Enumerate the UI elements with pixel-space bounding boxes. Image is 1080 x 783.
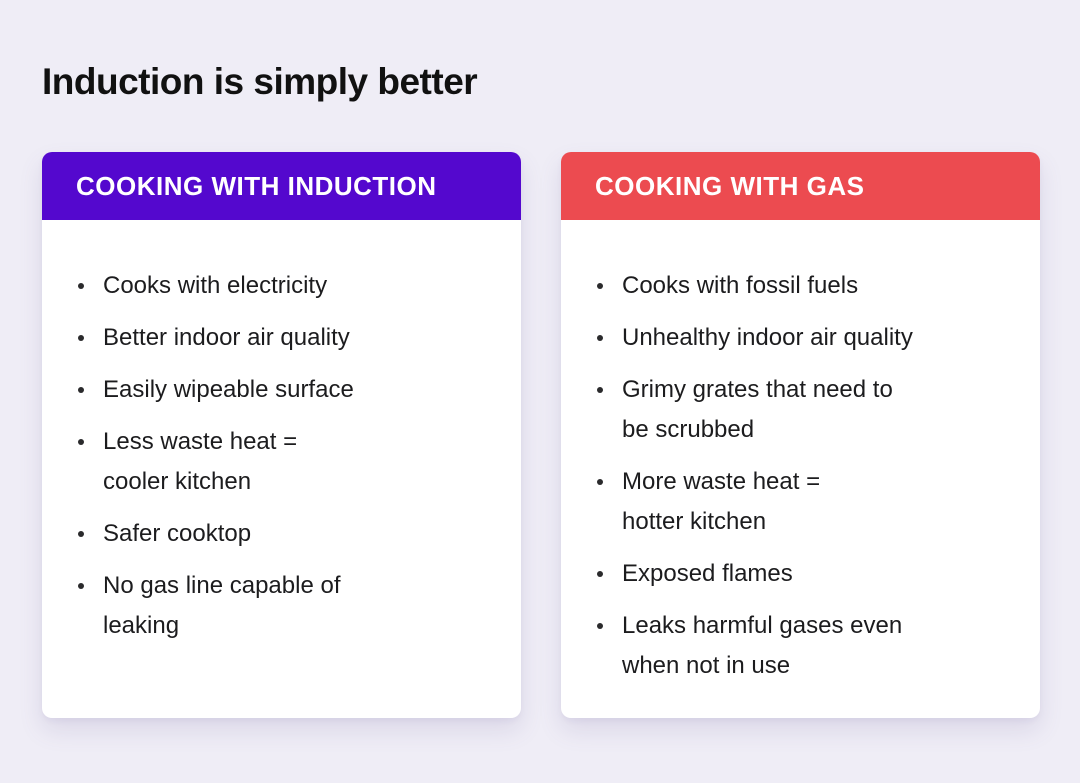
list-item: No gas line capable of leaking [78,566,497,646]
list-item-text: Unhealthy indoor air quality [622,324,913,352]
card-gas-header: COOKING WITH GAS [561,152,1040,221]
list-item: Easily wipeable surface [78,370,497,410]
list-item: Leaks harmful gases even when not in use [597,606,1016,686]
card-gas-list: Cooks with fossil fuels Unhealthy indoor… [561,220,1040,698]
list-item-text: Cooks with electricity [103,272,328,300]
card-induction-header: COOKING WITH INDUCTION [42,152,521,221]
list-item-text: Better indoor air quality [103,324,350,352]
list-item: Grimy grates that need to be scrubbed [597,370,1016,450]
list-item-text: Easily wipeable surface [103,376,354,404]
bullet-icon [78,531,84,538]
list-item-text: Exposed flames [622,560,793,588]
list-item-text: Cooks with fossil fuels [622,272,859,300]
bullet-icon [597,387,603,394]
card-induction-header-label: COOKING WITH INDUCTION [76,170,437,201]
bullet-icon [78,583,84,590]
card-gas-header-label: COOKING WITH GAS [595,170,865,201]
list-item: Better indoor air quality [78,318,497,358]
bullet-icon [78,283,84,290]
list-item: Less waste heat = cooler kitchen [78,422,497,502]
card-induction: COOKING WITH INDUCTION Cooks with electr… [42,152,521,719]
list-item-text: More waste heat = hotter kitchen [622,468,821,536]
list-item-text: Grimy grates that need to be scrubbed [622,376,893,444]
bullet-icon [78,335,84,342]
list-item: Cooks with electricity [78,266,497,306]
card-induction-list: Cooks with electricity Better indoor air… [42,220,521,658]
bullet-icon [78,439,84,446]
list-item: Cooks with fossil fuels [597,266,1016,306]
list-item: Exposed flames [597,554,1016,594]
list-item-text: Leaks harmful gases even when not in use [622,612,903,680]
comparison-cards: COOKING WITH INDUCTION Cooks with electr… [42,152,1040,719]
bullet-icon [78,387,84,394]
list-item: Safer cooktop [78,514,497,554]
bullet-icon [597,335,603,342]
list-item-text: Less waste heat = cooler kitchen [103,428,298,496]
list-item-text: No gas line capable of leaking [103,572,341,640]
card-gas: COOKING WITH GAS Cooks with fossil fuels… [561,152,1040,719]
list-item: More waste heat = hotter kitchen [597,462,1016,542]
page-title: Induction is simply better [42,61,478,102]
bullet-icon [597,623,603,630]
bullet-icon [597,479,603,486]
list-item-text: Safer cooktop [103,520,252,548]
bullet-icon [597,571,603,578]
list-item: Unhealthy indoor air quality [597,318,1016,358]
bullet-icon [597,283,603,290]
